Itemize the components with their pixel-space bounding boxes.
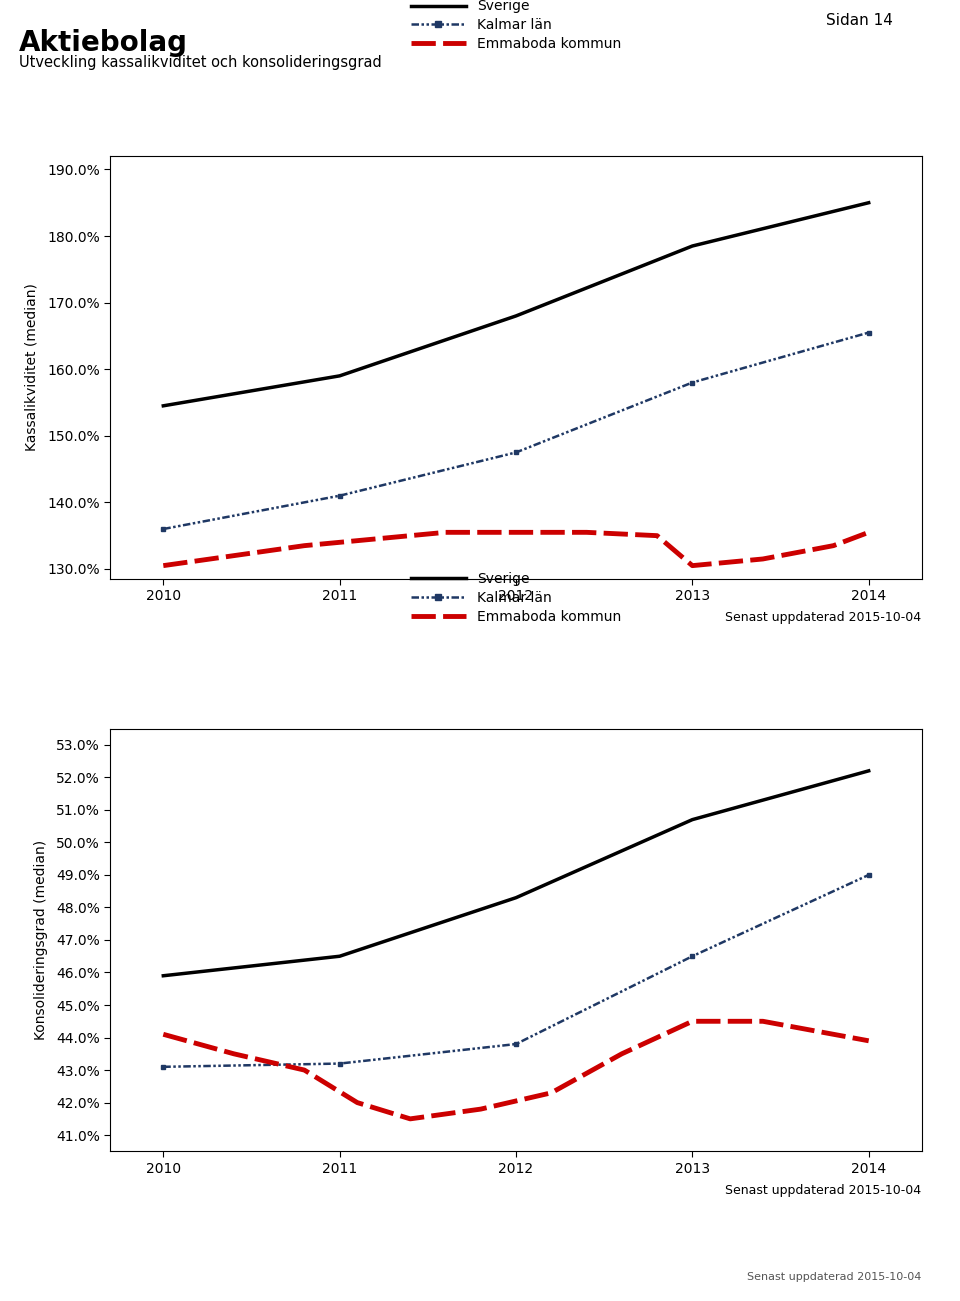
Text: Utveckling kassalikviditet och konsolideringsgrad: Utveckling kassalikviditet och konsolide…	[19, 55, 382, 70]
Legend: Sverige, Kalmar län, Emmaboda kommun: Sverige, Kalmar län, Emmaboda kommun	[405, 0, 627, 57]
Text: Senast uppdaterad 2015-10-04: Senast uppdaterad 2015-10-04	[726, 611, 922, 624]
Text: Senast uppdaterad 2015-10-04: Senast uppdaterad 2015-10-04	[726, 1184, 922, 1197]
Y-axis label: Kassalikviditet (median): Kassalikviditet (median)	[25, 284, 39, 451]
Text: Senast uppdaterad 2015-10-04: Senast uppdaterad 2015-10-04	[747, 1272, 922, 1283]
Y-axis label: Konsolideringsgrad (median): Konsolideringsgrad (median)	[34, 840, 48, 1039]
Text: Aktiebolag: Aktiebolag	[19, 29, 188, 57]
Text: Sidan 14: Sidan 14	[826, 13, 893, 29]
Legend: Sverige, Kalmar län, Emmaboda kommun: Sverige, Kalmar län, Emmaboda kommun	[405, 566, 627, 630]
